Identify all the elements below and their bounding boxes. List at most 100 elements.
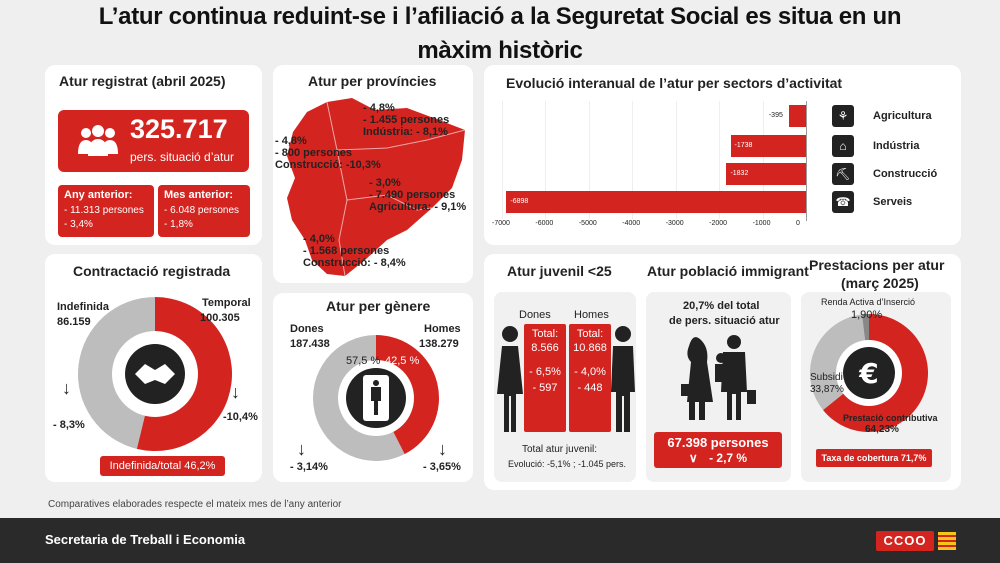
sector-axis-line [806,101,807,221]
temporal-change: -10,4% [223,411,258,423]
contrib-label: Prestació contributiva [843,412,938,424]
mes-anterior-line1: - 6.048 persones [164,205,239,216]
sector-bar-label: -6898 [510,198,528,205]
juvenil-homes-box: Total: 10.868 - 4,0% - 448 [569,324,611,432]
indefinida-total-badge: Indefinida/total 46,2% [100,456,225,476]
temporal-label: Temporal [202,297,251,309]
total-subtitle: pers. situació d’atur [130,150,234,164]
family-icon [679,332,759,422]
man-silhouette-icon [611,324,639,434]
prestacions-title-2: (març 2025) [841,275,919,291]
homes-label: Homes [424,323,461,335]
wheat-icon: ⚘ [832,105,854,127]
chevron-down-icon: ∨ [689,451,698,465]
prestacions-panel: € Renda Activa d’Inserció 1,90% Subsidi … [801,292,951,482]
juvenil-homes-total: 10.868 [569,342,611,354]
sector-axis-tick: 0 [796,220,800,227]
any-anterior-line2: - 3,4% [64,219,93,230]
any-anterior-line1: - 11.313 persones [64,205,144,216]
indefinida-value: 86.159 [57,316,91,328]
card-title: Atur registrat (abril 2025) [59,73,226,89]
dones-change: - 3,14% [290,461,328,473]
card-group-bottom-right: Atur juvenil <25 Atur població immigrant… [484,254,961,490]
girona-stats: - 4,8% - 1.455 persones Indústria: - 8,1… [363,102,449,138]
sector-axis-tick: -1000 [753,220,771,227]
gender-donut [311,333,441,463]
catalan-flag-icon [938,532,956,550]
sector-axis-tick: -7000 [492,220,510,227]
juvenil-dones-box: Total: 8.566 - 6,5% - 597 [524,324,566,432]
title-line-1: L’atur continua reduint-se i l’afiliació… [99,3,901,30]
immigrant-text-1: 20,7% del total [683,300,759,312]
card-atur-registrat: Atur registrat (abril 2025) 325.717 pers… [45,65,262,245]
juvenil-dones-total-label: Total: [524,328,566,340]
any-anterior-box: Any anterior: - 11.313 persones - 3,4% [58,185,154,237]
worker-icon: ⛏ [832,163,854,185]
woman-silhouette-icon [496,324,524,434]
indefinida-change: - 8,3% [53,419,85,431]
comparison-note: Comparatives elaborades respecte el mate… [48,499,341,510]
juvenil-homes-label: Homes [574,309,609,321]
arrow-down-icon: ↓ [62,378,71,399]
homes-change: - 3,65% [423,461,461,473]
sector-axis-tick: -2000 [709,220,727,227]
homes-pct: 42,5 % [385,355,419,367]
immigrant-text-2: de pers. situació atur [669,315,780,327]
immigrant-value-box: 67.398 persones ∨ - 2,7 % [654,432,782,468]
sector-bar-agricultura [789,105,806,127]
euro-glyph: € [858,357,878,390]
sector-axis-tick: -6000 [535,220,553,227]
immigrant-value: 67.398 persones [654,435,782,450]
juvenil-dones-pct: - 6,5% [524,366,566,378]
temporal-value: 100.305 [200,312,240,324]
card-sectors: Evolució interanual de l’atur per sector… [484,65,961,245]
immigrant-title: Atur població immigrant [647,263,809,279]
dones-value: 187.438 [290,338,330,350]
sector-axis-tick: -5000 [579,220,597,227]
mes-anterior-box: Mes anterior: - 6.048 persones - 1,8% [158,185,250,237]
immigrant-panel: 20,7% del total de pers. situació atur 6… [646,292,791,482]
card-title: Contractació registrada [73,263,230,279]
card-contractacio: Contractació registrada Indefinida 86.15… [45,254,262,482]
arrow-down-icon: ↓ [438,439,447,460]
immigrant-change-row: ∨ - 2,7 % [654,451,782,465]
lleida-stats: - 4,8% - 800 persones Construcció: -10,3… [275,135,381,171]
juvenil-panel: Dones Homes Total: 8.566 - 6,5% - 597 To… [494,292,636,482]
sector-bar-label: -395 [769,112,783,119]
sector-name: Indústria [873,140,919,152]
sector-axis-tick: -3000 [666,220,684,227]
arrow-down-icon: ↓ [231,382,240,403]
juvenil-homes-n: - 448 [569,382,611,394]
indefinida-label: Indefinida [57,301,109,313]
service-icon: ☎ [832,191,854,213]
people-icon [76,124,120,158]
any-anterior-title: Any anterior: [64,189,132,201]
sector-bar-chart: -395 ⚘ Agricultura -1738 ⌂ Indústria -1832 ⛏ Con… [484,65,961,245]
tarragona-stats: - 4,0% - 1.568 persones Construcció: - 8… [303,233,406,269]
sector-bar-label: -1738 [735,142,753,149]
sector-bar-serveis [506,191,806,213]
dones-label: Dones [290,323,324,335]
factory-icon: ⌂ [832,135,854,157]
juvenil-homes-total-label: Total: [569,328,611,340]
juvenil-footer-2: Evolució: -5,1% ; -1.045 pers. [508,459,626,469]
juvenil-dones-n: - 597 [524,382,566,394]
card-title: Atur per províncies [308,73,436,89]
sector-name: Serveis [873,196,912,208]
rai-value: 1,90% [851,309,882,321]
dones-pct: 57,5 % [346,355,380,367]
sector-name: Construcció [873,168,937,180]
immigrant-change: - 2,7 % [709,451,747,465]
prestacions-title-1: Prestacions per atur [809,257,944,273]
arrow-down-icon: ↓ [297,439,306,460]
contrib-value: 64,23% [865,424,899,436]
juvenil-dones-total: 8.566 [524,342,566,354]
card-genere: Atur per gènere Dones 187.438 Homes 138.… [273,293,473,482]
cobertura-badge: Taxa de cobertura 71,7% [816,449,932,467]
ccoo-logo: CCOO [876,531,956,551]
sector-bar-label: -1832 [730,170,748,177]
ccoo-logo-text: CCOO [876,531,934,551]
juvenil-homes-pct: - 4,0% [569,366,611,378]
sector-axis-tick: -4000 [622,220,640,227]
juvenil-footer-1: Total atur juvenil: [522,444,597,455]
